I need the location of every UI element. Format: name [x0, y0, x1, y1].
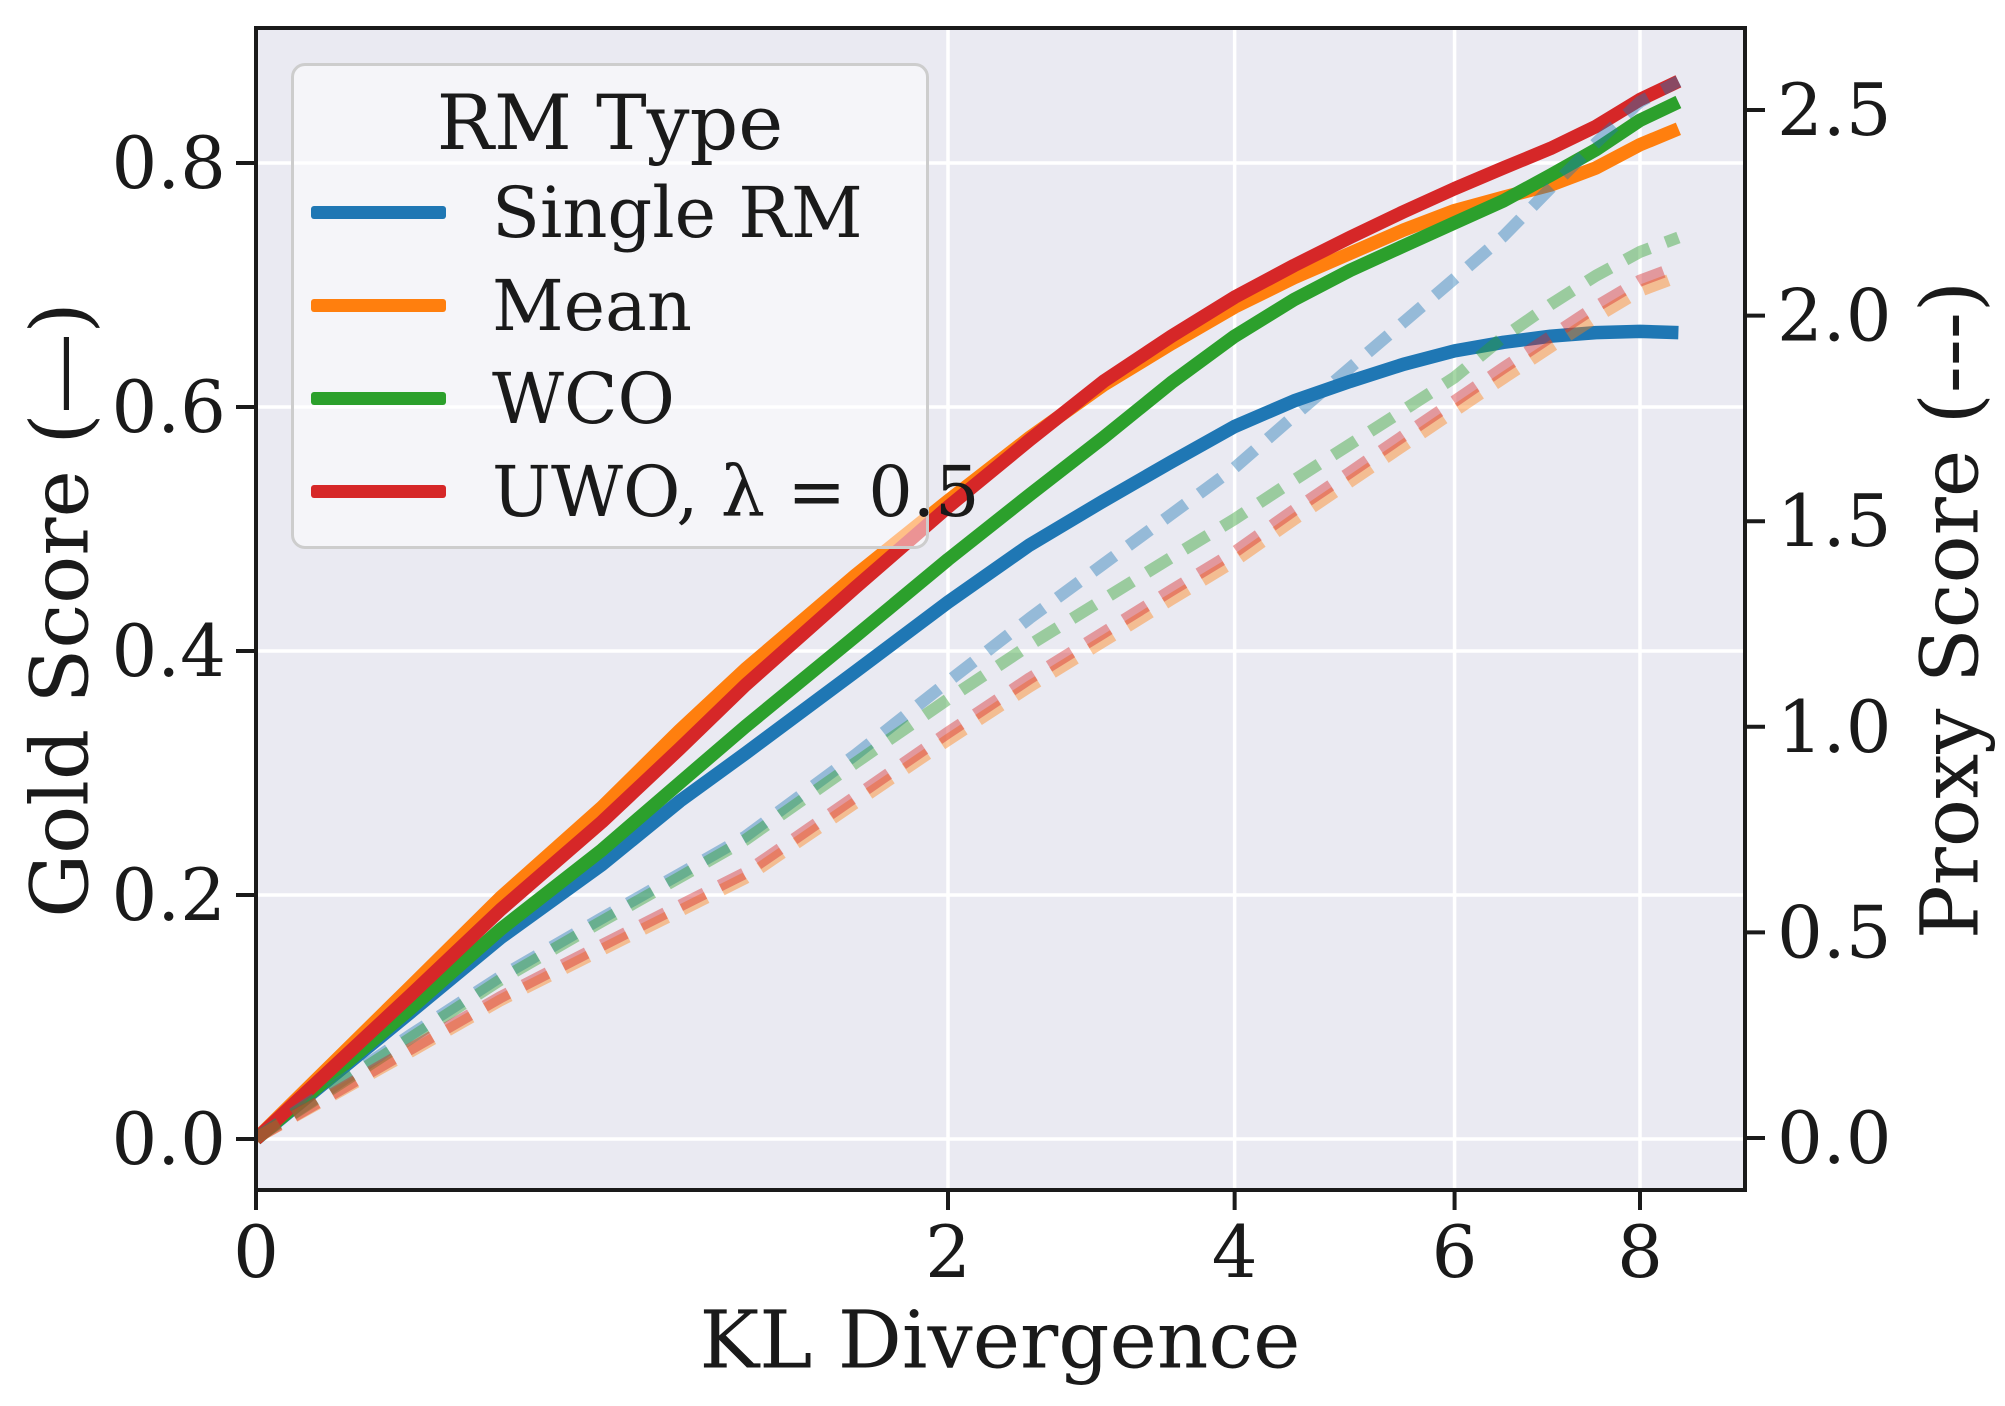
series-line-single-rm-proxy- — [256, 75, 1682, 1143]
tick-labels: 0 2 4 6 8 0.0 0.2 0.4 0.6 0.8 0.0 0.5 1.0 1.5 2.0 2.5 — [111, 68, 1891, 1294]
series-line-wco-gold- — [256, 95, 1682, 1145]
y-left-tick-label: 0.2 — [111, 853, 226, 937]
axes-spines — [254, 26, 1747, 1192]
legend-item-label: Mean — [492, 264, 692, 347]
y-right-tick-label: 2.5 — [1777, 68, 1892, 152]
series-line-mean-proxy- — [256, 270, 1681, 1144]
y-right-tick-label: 2.0 — [1777, 274, 1892, 358]
legend-item-mean: Mean — [294, 259, 926, 352]
legend-item-label: WCO — [492, 357, 675, 440]
legend-title: RM Type — [436, 78, 784, 167]
y-axis-label-right: Proxy Score (---) — [1903, 280, 1997, 940]
legend-line-swatch-red — [311, 485, 446, 498]
y-left-tick-label: 0.0 — [111, 1097, 226, 1181]
x-tick-label: 2 — [925, 1210, 971, 1294]
legend-item-label: Single RM — [492, 171, 863, 254]
legend-line-swatch-blue — [311, 206, 446, 219]
legend-line-swatch-orange — [311, 299, 446, 312]
y-left-tick-label: 0.4 — [111, 609, 226, 693]
legend-box: RM Type Single RM Mean WCO UWO, λ = 0.5 — [291, 63, 980, 549]
y-left-tick-label: 0.6 — [111, 365, 226, 449]
legend-item-label: UWO, λ = 0.5 — [492, 450, 980, 533]
y-right-tick-label: 1.5 — [1777, 479, 1892, 563]
series-lines — [256, 75, 1682, 1145]
series-line-uwo-0-5-proxy- — [256, 260, 1681, 1144]
series-line-single-rm-gold- — [256, 324, 1679, 1145]
y-left-tick-label: 0.8 — [111, 121, 226, 205]
series-line-wco-proxy- — [256, 231, 1681, 1144]
legend-item-wco: WCO — [294, 352, 926, 445]
series-line-uwo-0-5-gold- — [256, 75, 1682, 1144]
y-right-tick-label: 1.0 — [1777, 685, 1892, 769]
legend-line-swatch-green — [311, 392, 446, 405]
tick-marks — [236, 108, 1765, 1210]
x-axis-label: KL Divergence — [699, 1293, 1301, 1387]
x-tick-label: 8 — [1617, 1210, 1663, 1294]
y-right-tick-label: 0.0 — [1777, 1096, 1892, 1180]
x-tick-label: 0 — [233, 1210, 279, 1294]
legend-item-uwo: UWO, λ = 0.5 — [294, 445, 980, 538]
x-tick-label: 6 — [1432, 1210, 1478, 1294]
y-axis-label-left: Gold Score (—) — [13, 302, 107, 918]
x-tick-label: 4 — [1212, 1210, 1258, 1294]
y-right-tick-label: 0.5 — [1777, 890, 1892, 974]
legend-item-single-rm: Single RM — [294, 166, 926, 259]
